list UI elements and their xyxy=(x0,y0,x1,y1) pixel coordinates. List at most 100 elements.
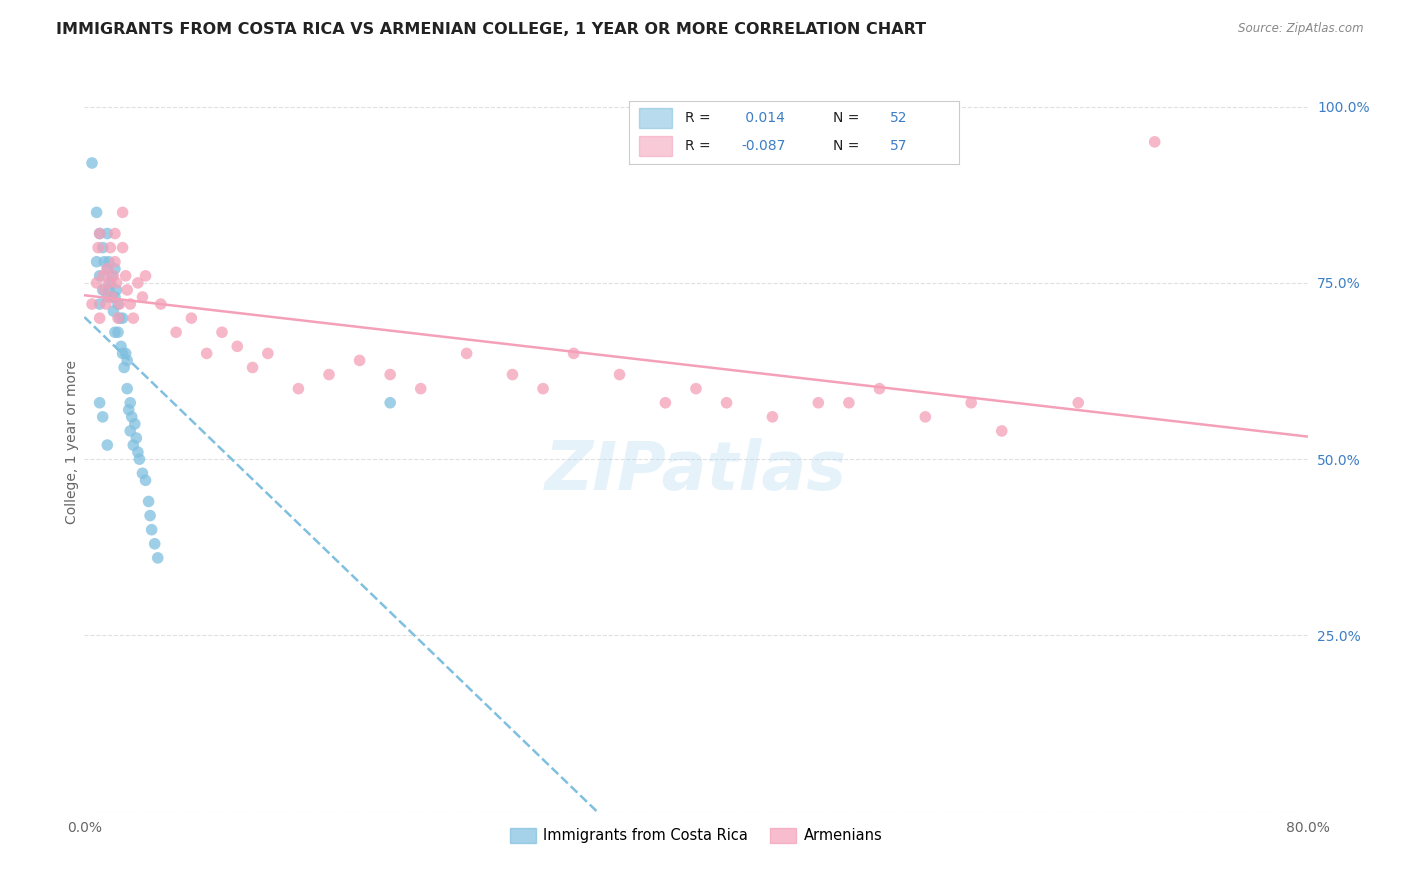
Point xyxy=(98,241,121,255)
Point xyxy=(127,445,149,459)
Point xyxy=(120,297,142,311)
Point xyxy=(125,431,148,445)
Point xyxy=(114,346,136,360)
Point xyxy=(86,205,108,219)
Point xyxy=(287,382,309,396)
Point xyxy=(96,438,118,452)
Point xyxy=(91,283,114,297)
Point xyxy=(914,409,936,424)
Point xyxy=(98,276,121,290)
Point xyxy=(89,311,111,326)
Point xyxy=(89,396,111,410)
Point xyxy=(86,254,108,268)
Point xyxy=(104,290,127,304)
Point xyxy=(96,227,118,241)
Point xyxy=(115,382,138,396)
Point xyxy=(120,424,142,438)
Point xyxy=(135,473,157,487)
Point xyxy=(115,283,138,297)
Point xyxy=(242,360,264,375)
Point xyxy=(349,353,371,368)
Point xyxy=(104,261,127,276)
Point xyxy=(108,297,131,311)
Point xyxy=(131,467,153,481)
Point xyxy=(869,382,891,396)
Text: Source: ZipAtlas.com: Source: ZipAtlas.com xyxy=(1239,22,1364,36)
Point xyxy=(118,402,141,417)
Text: IMMIGRANTS FROM COSTA RICA VS ARMENIAN COLLEGE, 1 YEAR OR MORE CORRELATION CHART: IMMIGRANTS FROM COSTA RICA VS ARMENIAN C… xyxy=(56,22,927,37)
Point xyxy=(121,409,143,424)
Point xyxy=(180,311,202,326)
Point xyxy=(80,156,103,170)
Point xyxy=(104,227,127,241)
Point xyxy=(318,368,340,382)
Point xyxy=(94,297,117,311)
Point xyxy=(101,290,124,304)
Point xyxy=(104,254,127,268)
Point xyxy=(91,268,114,283)
Point xyxy=(111,241,134,255)
Point xyxy=(110,339,132,353)
Point xyxy=(104,325,127,339)
Point xyxy=(91,409,114,424)
Point xyxy=(120,396,142,410)
Point xyxy=(761,409,783,424)
Point xyxy=(409,382,432,396)
Point xyxy=(103,268,125,283)
Point xyxy=(139,508,162,523)
Point xyxy=(107,311,129,326)
Point xyxy=(103,304,125,318)
Point xyxy=(80,297,103,311)
Point xyxy=(131,290,153,304)
Point xyxy=(654,396,676,410)
Point xyxy=(91,241,114,255)
Point xyxy=(149,297,172,311)
Point xyxy=(1143,135,1166,149)
Point xyxy=(716,396,738,410)
Point xyxy=(96,290,118,304)
Point xyxy=(124,417,146,431)
Point xyxy=(531,382,554,396)
Point xyxy=(122,438,145,452)
Point xyxy=(609,368,631,382)
Point xyxy=(960,396,983,410)
Point xyxy=(107,325,129,339)
Point xyxy=(257,346,280,360)
Point xyxy=(111,311,134,326)
Point xyxy=(456,346,478,360)
Point xyxy=(135,268,157,283)
Point xyxy=(97,254,120,268)
Point xyxy=(86,276,108,290)
Point xyxy=(111,205,134,219)
Point xyxy=(111,346,134,360)
Point xyxy=(128,452,150,467)
Point xyxy=(143,537,166,551)
Point xyxy=(97,283,120,297)
Point xyxy=(108,311,131,326)
Point xyxy=(115,353,138,368)
Point xyxy=(96,261,118,276)
Point xyxy=(1067,396,1090,410)
Point xyxy=(89,227,111,241)
Point xyxy=(562,346,585,360)
Point xyxy=(146,550,169,565)
Point xyxy=(127,276,149,290)
Point xyxy=(101,290,124,304)
Point xyxy=(89,268,111,283)
Point xyxy=(114,268,136,283)
Point xyxy=(97,276,120,290)
Point xyxy=(107,297,129,311)
Text: ZIPatlas: ZIPatlas xyxy=(546,438,846,504)
Point xyxy=(165,325,187,339)
Point xyxy=(380,368,402,382)
Point xyxy=(380,396,402,410)
Y-axis label: College, 1 year or more: College, 1 year or more xyxy=(65,359,79,524)
Point xyxy=(141,523,163,537)
Point xyxy=(807,396,830,410)
Point xyxy=(93,254,115,268)
Point xyxy=(122,311,145,326)
Point xyxy=(96,261,118,276)
Point xyxy=(105,283,128,297)
Point xyxy=(105,276,128,290)
Point xyxy=(112,360,135,375)
